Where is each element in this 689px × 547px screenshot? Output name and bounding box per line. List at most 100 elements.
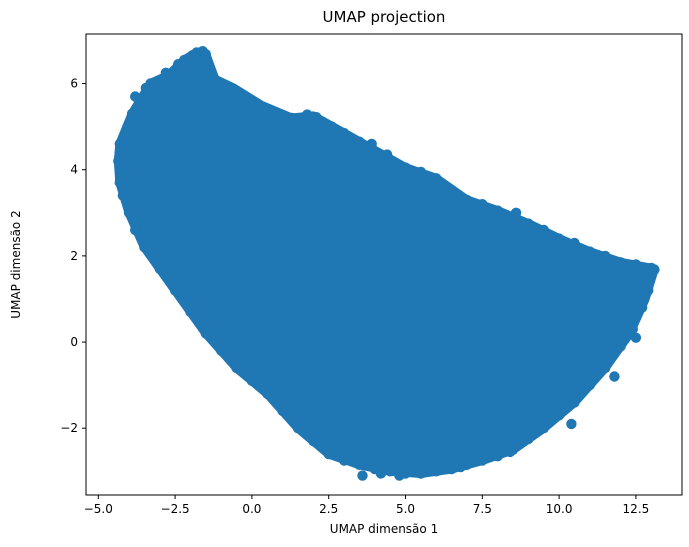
scatter-point [114, 177, 126, 188]
scatter-point [584, 379, 595, 391]
scatter-point [615, 341, 626, 352]
scatter-point [384, 466, 396, 477]
scatter-point [584, 246, 595, 257]
scatter-point [302, 109, 313, 120]
scatter-point [311, 112, 322, 123]
scatter-point [326, 121, 337, 132]
scatter-point [338, 455, 350, 466]
scatter-point [216, 345, 227, 356]
scatter-point [130, 91, 141, 102]
scatter-point [179, 54, 190, 66]
scatter-point [292, 423, 304, 434]
scatter-point [114, 138, 126, 150]
scatter-point [538, 423, 549, 434]
scatter-point [130, 224, 141, 236]
scatter-point [630, 332, 642, 343]
x-tick-label: −2.5 [161, 502, 190, 516]
scatter-point [117, 190, 129, 201]
scatter-point [126, 108, 138, 119]
scatter-point [566, 418, 577, 430]
scatter-point [636, 302, 648, 313]
x-axis: −5.0 −2.5 0.0 2.5 5.0 7.5 10.0 12.5 [84, 495, 650, 516]
scatter-point [154, 80, 165, 91]
scatter-point [113, 155, 124, 167]
scatter-point [609, 371, 620, 382]
scatter-point [569, 397, 580, 408]
scatter-point [538, 224, 549, 236]
scatter-point [160, 67, 172, 79]
scatter-point [216, 82, 227, 94]
scatter-point [553, 410, 565, 421]
scatter-point [123, 207, 135, 218]
scatter-point [354, 459, 365, 470]
scatter-point [569, 237, 580, 249]
scatter-point [431, 466, 442, 477]
scatter-point [510, 207, 522, 218]
scatter-point [154, 263, 165, 274]
scatter-point [206, 76, 218, 87]
y-tick-label: 0 [70, 335, 78, 349]
scatter-point [237, 95, 248, 107]
scatter-point [477, 199, 488, 210]
chart-title: UMAP projection [323, 8, 446, 26]
x-tick-label: 2.5 [319, 502, 338, 516]
scatter-point [338, 127, 350, 139]
scatter-point [277, 405, 288, 417]
axes-frame [85, 33, 683, 496]
x-tick-label: 0.0 [242, 502, 261, 516]
scatter-point [477, 455, 488, 466]
scatter-point [357, 470, 368, 481]
scatter-point [553, 233, 565, 244]
scatter-marks [113, 46, 660, 481]
scatter-point [366, 138, 377, 150]
x-tick-label: 12.5 [623, 502, 650, 516]
scatter-point [523, 433, 534, 445]
y-tick-label: 2 [70, 249, 78, 263]
scatter-point [492, 451, 503, 462]
scatter-point [446, 463, 457, 475]
scatter-point [354, 136, 365, 147]
scatter-point [615, 257, 626, 268]
scatter-point [600, 250, 611, 262]
scatter-point [649, 264, 660, 275]
scatter-point [286, 112, 297, 124]
scatter-point [200, 49, 211, 60]
x-axis-label: UMAP dimensão 1 [330, 522, 438, 536]
y-tick-label: 6 [70, 77, 78, 91]
scatter-point [185, 306, 196, 318]
scatter-point [627, 323, 638, 335]
scatter-point [446, 186, 457, 197]
x-tick-label: −5.0 [84, 502, 113, 516]
scatter-point [431, 173, 442, 184]
y-tick-label: −2 [60, 421, 78, 435]
scatter-point [262, 104, 273, 115]
scatter-point [394, 470, 405, 481]
scatter-point [323, 448, 334, 460]
y-tick-label: 4 [70, 163, 78, 177]
plot-area [85, 33, 683, 496]
scatter-point [375, 468, 387, 479]
scatter-point [400, 162, 411, 173]
scatter-point [504, 446, 516, 458]
scatter-point [381, 149, 393, 160]
scatter-point [415, 166, 427, 178]
scatter-point [643, 285, 654, 296]
scatter-point [630, 259, 642, 270]
scatter-point [455, 461, 466, 473]
x-tick-label: 10.0 [546, 502, 573, 516]
scatter-point [183, 74, 195, 85]
scatter-point [461, 194, 473, 206]
scatter-point-cloud-0 [113, 48, 659, 478]
scatter-point [139, 242, 150, 253]
scatter-point [262, 388, 273, 399]
y-axis: −2 0 2 4 6 [60, 77, 86, 435]
scatter-point [600, 362, 611, 374]
scatter-point [140, 82, 152, 94]
scatter-point [231, 362, 242, 374]
y-axis-label: UMAP dimensão 2 [9, 210, 23, 318]
scatter-point [523, 218, 534, 229]
x-tick-label: 5.0 [396, 502, 415, 516]
scatter-point [308, 435, 319, 447]
scatter-point [203, 65, 215, 76]
